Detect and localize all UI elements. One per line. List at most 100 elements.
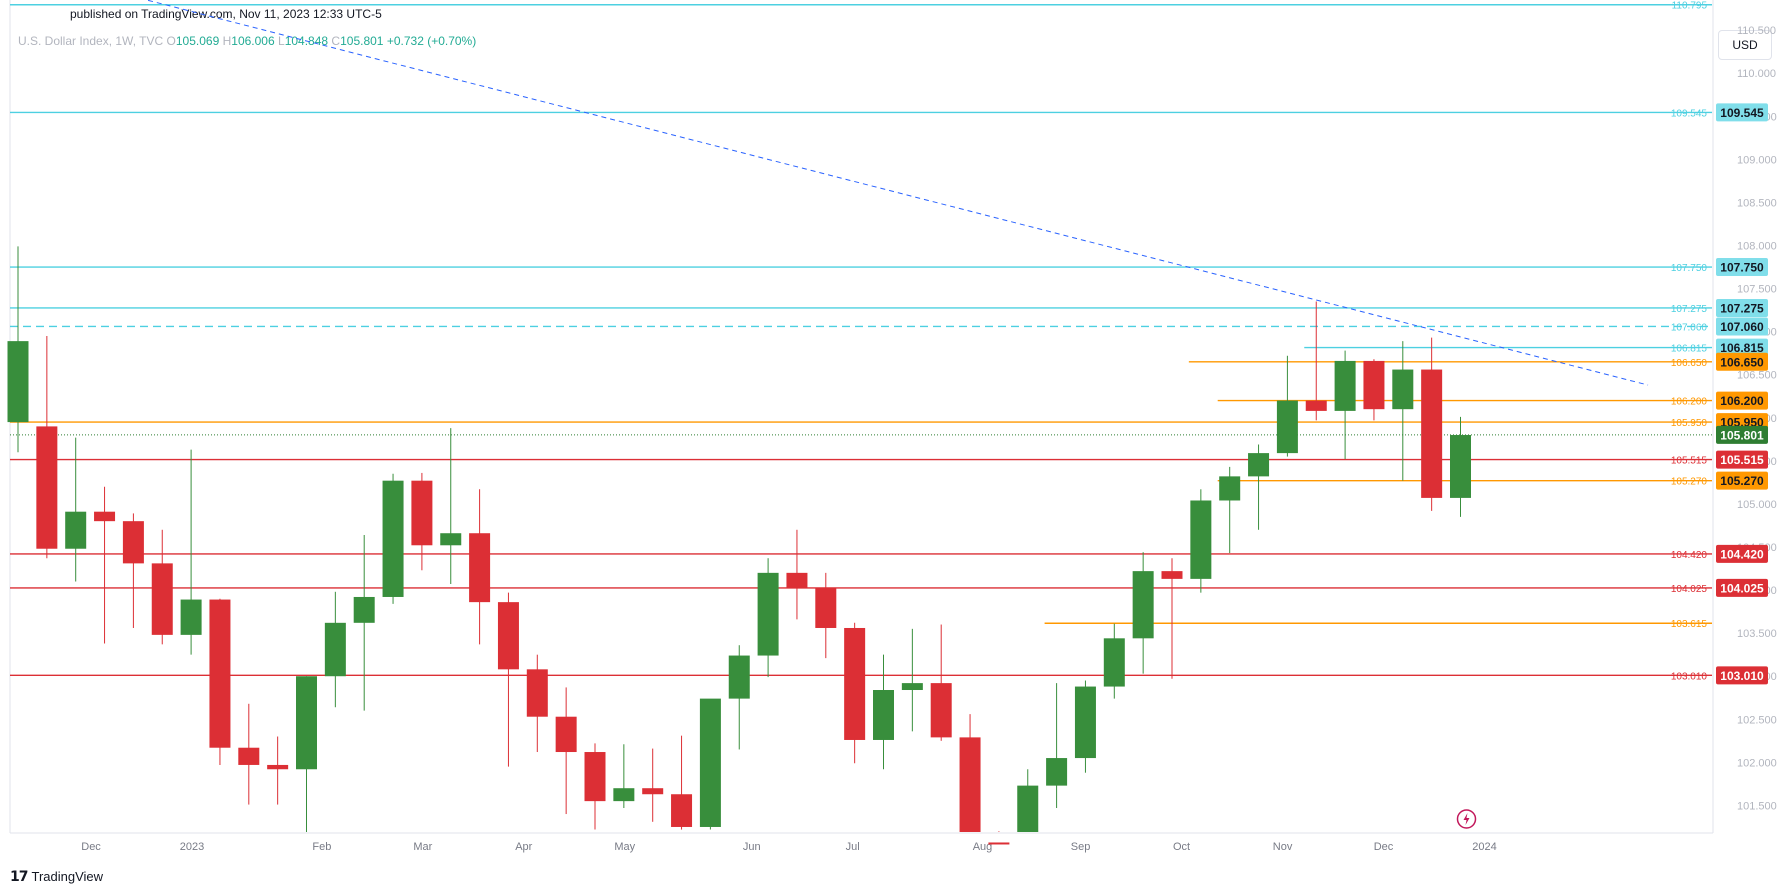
candle-body: [1334, 360, 1356, 411]
candle-body: [7, 341, 29, 423]
price-tag-label: 106.650: [1720, 355, 1764, 369]
candle-body: [1219, 476, 1241, 501]
x-tick-label: Feb: [312, 841, 331, 853]
level-label: 104.025: [1671, 584, 1708, 595]
low-label: L: [278, 34, 285, 48]
candle-body: [1421, 369, 1443, 498]
y-tick-label: 108.000: [1737, 241, 1777, 253]
candle-body: [699, 698, 721, 827]
candle: [469, 489, 491, 645]
candle: [526, 654, 548, 753]
candle-body: [844, 627, 866, 740]
candle: [324, 591, 346, 708]
y-tick-label: 108.500: [1737, 197, 1777, 209]
candle: [757, 558, 779, 678]
price-tag: [1716, 352, 1768, 371]
x-tick-label: Jul: [846, 841, 860, 853]
candle: [180, 449, 202, 655]
price-tag: [1716, 666, 1768, 685]
level-label: 107.275: [1671, 304, 1708, 315]
tradingview-brand: 𝟭𝟳 TradingView: [10, 868, 103, 885]
price-tag-label: 107.750: [1720, 261, 1764, 275]
high-label: H: [222, 34, 232, 48]
y-tick-label: 109.000: [1737, 154, 1777, 166]
price-chart[interactable]: 101.500102.000102.500103.000103.500104.0…: [0, 0, 1787, 860]
y-tick-label: 110.500: [1737, 25, 1776, 37]
candle: [959, 714, 981, 832]
candle-body: [65, 511, 87, 549]
candle-body: [613, 788, 635, 802]
x-tick-label: Nov: [1273, 841, 1293, 853]
candle-body: [238, 747, 260, 765]
candle: [699, 698, 721, 830]
candle-body: [440, 533, 462, 546]
candle-body: [1276, 400, 1298, 454]
candle-body: [1363, 360, 1385, 410]
y-tick-label: 102.000: [1737, 757, 1777, 769]
candle: [238, 703, 260, 805]
level-label: 103.010: [1671, 671, 1708, 682]
candle: [1392, 341, 1414, 481]
flash-bolt-icon: [1463, 813, 1470, 825]
price-tag-label: 106.200: [1720, 394, 1764, 408]
price-tag: [1716, 258, 1768, 277]
level-label: 105.515: [1671, 456, 1708, 467]
candle-body: [1132, 571, 1154, 639]
candle-body: [36, 426, 58, 549]
candle-body: [901, 683, 923, 691]
candle: [671, 735, 693, 830]
candle: [1132, 552, 1154, 674]
candle: [1074, 680, 1096, 773]
candle-body: [786, 572, 808, 588]
candle: [1103, 623, 1125, 699]
candle: [584, 743, 606, 830]
close-label: C: [331, 34, 341, 48]
candle: [382, 473, 404, 604]
price-tag: [1716, 471, 1768, 490]
currency-button[interactable]: USD: [1718, 30, 1772, 60]
y-tick-label: 107.500: [1737, 284, 1777, 296]
candle-body: [469, 533, 491, 603]
x-tick-label: Dec: [81, 841, 101, 853]
candle: [555, 687, 577, 815]
high-value: 106.006: [231, 34, 275, 48]
level-label: 110.795: [1672, 1, 1708, 12]
x-tick-label: Mar: [413, 841, 432, 853]
candle-body: [959, 737, 981, 832]
price-tag-label: 107.060: [1720, 320, 1764, 334]
candle-body: [815, 587, 837, 628]
candle: [1046, 683, 1068, 809]
candle-body: [1450, 435, 1471, 498]
candle-body: [209, 599, 231, 748]
current-price-tag: [1716, 425, 1768, 444]
candle-body: [296, 676, 317, 770]
level-label: 107.750: [1671, 263, 1708, 274]
candle: [613, 744, 635, 809]
candle: [988, 831, 1010, 845]
close-value: 105.801: [340, 34, 384, 48]
candle: [1450, 416, 1471, 517]
candle-body: [584, 752, 606, 802]
x-tick-label: 2023: [180, 841, 204, 853]
candle: [786, 529, 808, 620]
price-tag-label: 103.010: [1720, 669, 1764, 683]
price-tag-label: 107.275: [1720, 301, 1764, 315]
y-tick-label: 110.000: [1737, 68, 1776, 80]
brand-name: TradingView: [31, 869, 104, 884]
candle: [1363, 359, 1385, 421]
candle-body: [728, 655, 750, 699]
candle-body: [1074, 686, 1096, 759]
x-tick-label: Dec: [1374, 841, 1394, 853]
candle: [267, 736, 289, 805]
change-value: +0.732 (+0.70%): [386, 34, 477, 48]
y-tick-label: 106.500: [1737, 370, 1777, 382]
candle-body: [1017, 785, 1039, 832]
candle-body: [1046, 758, 1068, 786]
candle: [353, 534, 375, 711]
current-price-label: 105.801: [1720, 428, 1764, 442]
price-tag-label: 105.270: [1720, 474, 1764, 488]
candle: [65, 437, 87, 582]
level-label: 109.545: [1671, 108, 1708, 119]
level-label: 106.650: [1671, 358, 1708, 369]
candle-body: [1248, 453, 1270, 477]
